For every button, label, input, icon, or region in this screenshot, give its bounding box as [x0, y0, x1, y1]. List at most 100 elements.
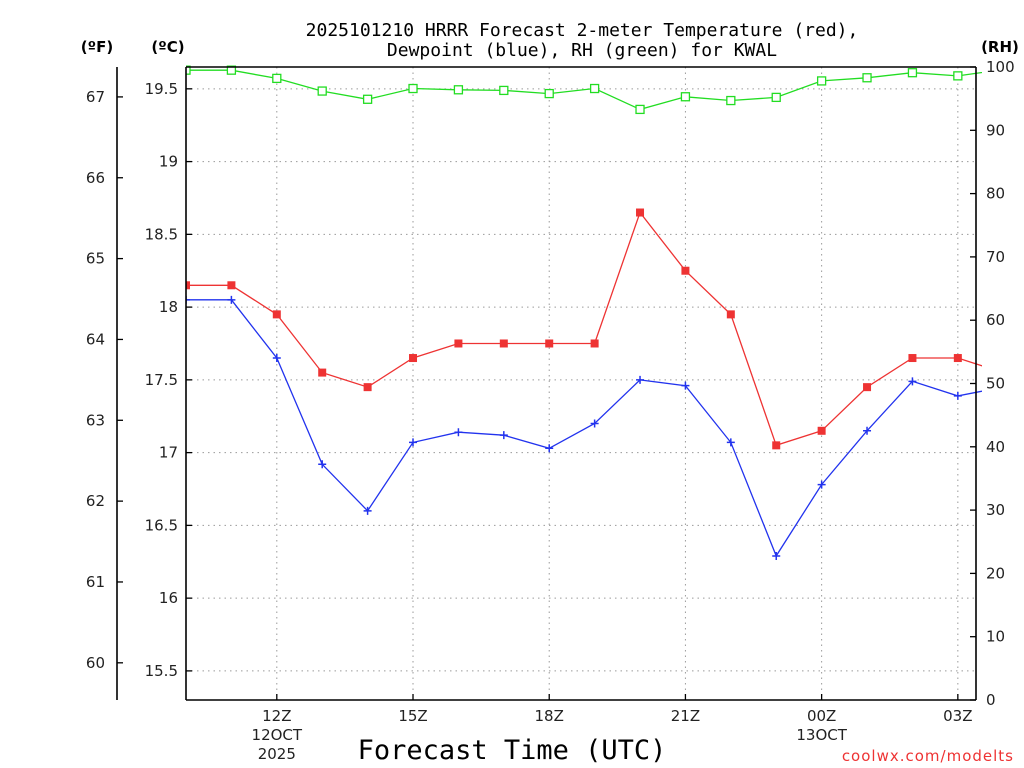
dewpoint-point [363, 506, 372, 515]
rh-point [186, 65, 191, 75]
dewpoint-point [499, 431, 508, 440]
dewpoint-point [454, 428, 463, 437]
temperature-point [726, 310, 735, 319]
fahrenheit-tick-label: 66 [86, 169, 105, 187]
dewpoint-point [636, 375, 645, 384]
rh-tick-label: 40 [986, 438, 1005, 456]
dewpoint-point [953, 391, 962, 400]
x-tick-year: 2025 [258, 745, 296, 763]
rh-point [408, 83, 418, 94]
rh-point [862, 73, 872, 83]
x-tick-label: 12Z [262, 707, 291, 725]
celsius-unit-label: (ºC) [151, 38, 184, 56]
series-layer [186, 65, 982, 560]
celsius-tick-label: 18.5 [145, 225, 178, 243]
celsius-tick-label: 18 [159, 298, 178, 316]
temperature-point [772, 441, 781, 450]
rh-point [453, 85, 464, 95]
rh-point [499, 85, 509, 96]
temperature-point [186, 281, 190, 290]
temperature-point [499, 339, 508, 348]
rh-tick-label: 80 [986, 185, 1005, 203]
temperature-point [318, 368, 327, 377]
rh-tick-label: 100 [986, 58, 1015, 76]
fahrenheit-tick-label: 63 [86, 411, 105, 429]
dewpoint-point [186, 295, 190, 304]
fahrenheit-tick-label: 67 [86, 88, 105, 106]
dewpoint-point [681, 381, 690, 390]
x-tick-label: 03Z [943, 707, 972, 725]
celsius-tick-label: 16.5 [145, 516, 178, 534]
x-tick-date: 13OCT [796, 726, 847, 744]
fahrenheit-tick-label: 65 [86, 250, 105, 268]
temperature-point [545, 339, 554, 348]
fahrenheit-tick-label: 62 [86, 492, 105, 510]
celsius-tick-label: 19 [159, 153, 178, 171]
x-tick-date: 12OCT [252, 726, 303, 744]
rh-tick-label: 50 [986, 375, 1005, 393]
temperature-point [227, 281, 236, 290]
watermark: coolwx.com/modelts [842, 747, 1014, 765]
x-tick-label: 00Z [807, 707, 836, 725]
tick-labels: 15.5 16 16.5 17 17.5 18 18.5 19 19.5 60 61 62 63 64 65… [86, 58, 1015, 763]
chart-title-line2: Dewpoint (blue), RH (green) for KWAL [387, 40, 777, 61]
temperature-point [817, 426, 826, 435]
temperature-point [454, 339, 463, 348]
rh-tick-label: 70 [986, 248, 1005, 266]
rh-tick-label: 90 [986, 121, 1005, 139]
rh-point [907, 68, 918, 78]
celsius-tick-label: 17.5 [145, 371, 178, 389]
dewpoint-point [590, 419, 599, 428]
rh-point [953, 71, 963, 81]
rh-tick-label: 0 [986, 691, 996, 709]
rh-point [680, 92, 691, 102]
rh-point [272, 73, 282, 84]
celsius-tick-label: 15.5 [145, 662, 178, 680]
rh-point [816, 76, 827, 86]
temperature-point [908, 354, 917, 363]
rh-point [362, 94, 373, 104]
dewpoint-point [318, 460, 327, 469]
temperature-point [636, 208, 645, 217]
dewpoint-point [863, 426, 872, 435]
temperature-point [363, 383, 372, 392]
dewpoint-point [772, 551, 781, 560]
series-rh [186, 65, 982, 115]
axes [116, 66, 977, 701]
celsius-tick-label: 19.5 [145, 80, 178, 98]
dewpoint-point [409, 438, 418, 447]
temperature-point [863, 383, 872, 392]
series-dewpoint [186, 295, 982, 560]
rh-point [635, 104, 645, 115]
x-tick-label: 18Z [535, 707, 564, 725]
rh-point [544, 88, 554, 99]
rh-point [589, 83, 600, 94]
temperature-point [681, 266, 690, 275]
rh-unit-label: (RH) [981, 38, 1019, 56]
dewpoint-point [545, 444, 554, 453]
x-axis-label: Forecast Time (UTC) [358, 735, 667, 766]
fahrenheit-tick-label: 61 [86, 573, 105, 591]
temperature-point [953, 354, 962, 363]
temperature-point [409, 354, 418, 363]
x-tick-label: 15Z [398, 707, 427, 725]
x-tick-label: 21Z [671, 707, 700, 725]
rh-tick-label: 20 [986, 564, 1005, 582]
rh-tick-label: 60 [986, 311, 1005, 329]
rh-tick-label: 30 [986, 501, 1005, 519]
dewpoint-point [726, 438, 735, 447]
chart-title-line1: 2025101210 HRRR Forecast 2-meter Tempera… [306, 20, 859, 41]
celsius-tick-label: 17 [159, 444, 178, 462]
rh-point [226, 65, 237, 75]
dewpoint-line [186, 299, 982, 558]
rh-point [726, 95, 736, 106]
fahrenheit-tick-label: 64 [86, 330, 105, 348]
temperature-point [590, 339, 599, 348]
rh-tick-label: 10 [986, 628, 1005, 646]
dewpoint-point [817, 480, 826, 489]
temperature-line [186, 211, 982, 447]
dewpoint-point [908, 377, 917, 386]
dewpoint-point [272, 354, 281, 363]
series-temperature [186, 208, 982, 450]
